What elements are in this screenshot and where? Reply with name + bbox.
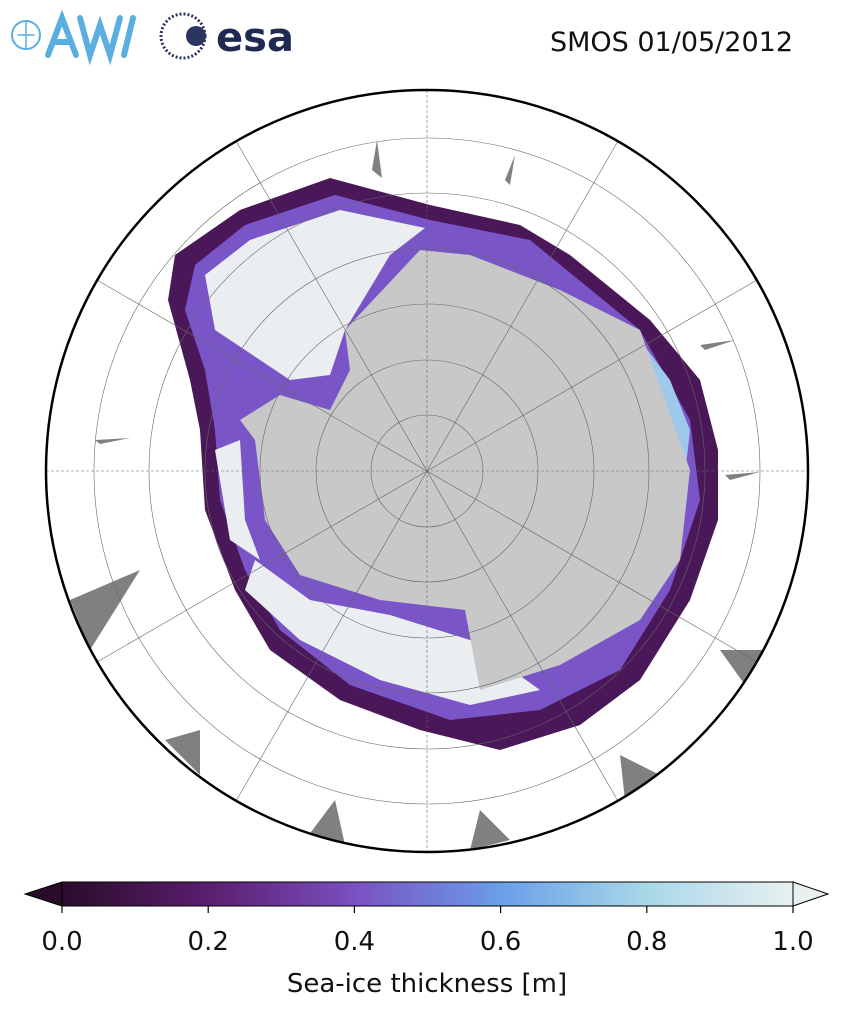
colorbar-tick-label: 0.8: [626, 927, 667, 957]
colorbar-extend-max: [792, 881, 830, 907]
colorbar-gradient: [61, 881, 794, 907]
awi-logo: [11, 9, 136, 66]
colorbar-tick-label: 0.0: [41, 927, 82, 957]
colorbar-tick-label: 0.4: [334, 927, 375, 957]
colorbar-extend-min: [23, 881, 63, 907]
colorbar-label: Sea-ice thickness [m]: [287, 969, 567, 999]
map-boundary: [44, 88, 810, 854]
colorbar-tick-label: 1.0: [772, 927, 813, 957]
colorbar-tick-label: 0.2: [188, 927, 229, 957]
colorbar: 0.0 0.2 0.4 0.6 0.8 1.0: [23, 881, 830, 957]
map: [46, 90, 808, 852]
colorbar-tick-label: 0.6: [480, 927, 521, 957]
esa-logo: esa: [159, 12, 294, 61]
title: SMOS 01/05/2012: [550, 27, 793, 58]
esa-text: esa: [216, 15, 294, 61]
